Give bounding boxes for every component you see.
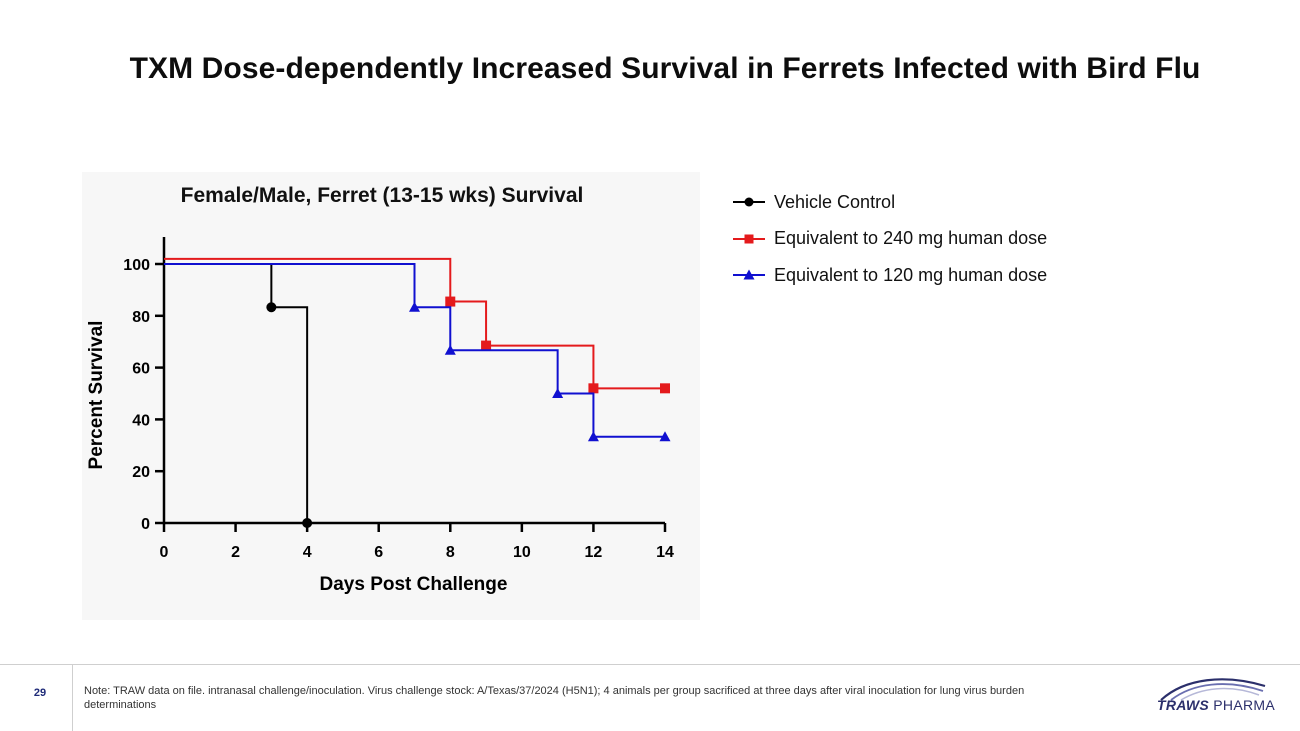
logo-text-traws: TRAWS <box>1157 697 1210 713</box>
survival-chart: Female/Male, Ferret (13-15 wks) Survival… <box>86 184 674 595</box>
data-point-square <box>660 383 670 394</box>
series-line-2 <box>164 263 665 438</box>
legend-swatch-square-icon <box>733 234 765 244</box>
y-tick-label: 60 <box>132 361 150 378</box>
legend-swatch-triangle-icon <box>733 269 765 280</box>
footnote: Note: TRAW data on file. intranasal chal… <box>84 685 1025 711</box>
legend-swatch-circle-icon <box>733 197 765 207</box>
x-tick-label: 10 <box>513 544 531 561</box>
data-point-square <box>481 340 492 351</box>
legend-item-240mg: Equivalent to 240 mg human dose <box>733 221 1047 258</box>
y-tick-label: 40 <box>132 412 150 429</box>
x-tick-label: 0 <box>160 544 169 561</box>
legend-item-120mg: Equivalent to 120 mg human dose <box>733 257 1047 294</box>
data-point-triangle <box>659 431 671 442</box>
data-point-circle <box>302 518 313 528</box>
legend-label-240mg: Equivalent to 240 mg human dose <box>774 228 1048 249</box>
series-line-0 <box>164 263 309 523</box>
footer-rule <box>0 664 1300 665</box>
x-axis-label: Days Post Challenge <box>320 574 508 595</box>
y-tick-label: 80 <box>132 309 150 326</box>
x-tick-label: 6 <box>374 544 383 561</box>
data-point-triangle <box>444 344 456 355</box>
data-point-triangle <box>587 431 599 442</box>
data-point-triangle <box>552 388 564 398</box>
slide-title: TXM Dose-dependently Increased Survival … <box>129 52 1201 85</box>
chart-title: Female/Male, Ferret (13-15 wks) Survival <box>181 184 584 207</box>
x-tick-label: 14 <box>656 544 674 561</box>
series-line-1 <box>164 257 665 390</box>
chart-panel: Female/Male, Ferret (13-15 wks) Survival… <box>82 172 700 620</box>
x-tick-label: 12 <box>585 544 603 561</box>
x-tick-label: 8 <box>446 544 455 561</box>
y-tick-label: 100 <box>123 257 150 274</box>
data-point-square <box>445 296 456 307</box>
chart-legend: Vehicle Control Equivalent to 240 mg hum… <box>733 184 1047 294</box>
legend-item-vehicle-control: Vehicle Control <box>733 184 1047 221</box>
legend-label-120mg: Equivalent to 120 mg human dose <box>774 264 1048 285</box>
data-point-circle <box>266 302 277 313</box>
y-axis-label: Percent Survival <box>86 321 107 470</box>
page-number: 29 <box>33 687 47 699</box>
legend-label-vehicle-control: Vehicle Control <box>774 191 896 212</box>
footer-divider <box>72 665 73 731</box>
y-tick-label: 20 <box>132 464 150 481</box>
logo-swoosh-icon <box>1160 678 1266 701</box>
data-point-square <box>588 383 599 394</box>
y-tick-label: 0 <box>141 516 150 533</box>
logo-text-pharma: PHARMA <box>1213 697 1275 713</box>
x-tick-label: 4 <box>303 544 312 561</box>
x-tick-label: 2 <box>231 544 240 561</box>
data-point-triangle <box>409 301 420 312</box>
traws-pharma-logo: TRAWS PHARMA <box>1155 672 1275 722</box>
